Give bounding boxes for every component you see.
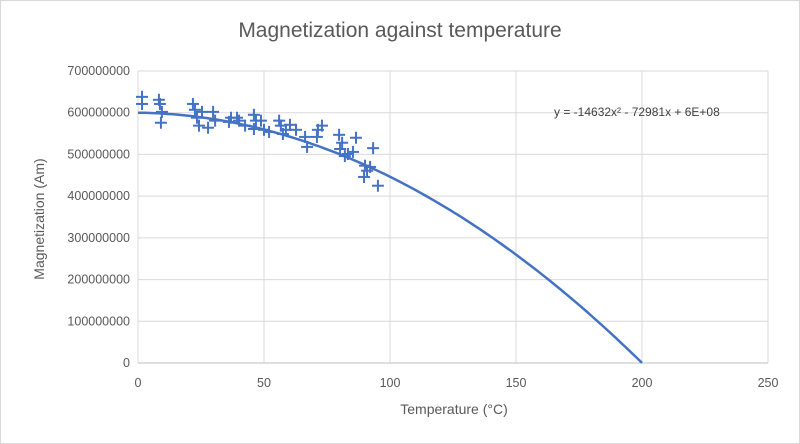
x-tick-label: 100 (380, 376, 401, 390)
data-point (258, 123, 270, 136)
axes (137, 71, 768, 364)
data-point (190, 111, 203, 124)
data-point (207, 105, 220, 118)
trendline-curve (137, 111, 643, 364)
data-point (209, 114, 222, 127)
data-point (283, 118, 296, 131)
data-point (186, 97, 199, 110)
y-tick-label: 300000000 (67, 231, 130, 245)
y-tick-label: 700000000 (67, 64, 130, 78)
data-point (155, 105, 168, 118)
x-tick-label: 150 (506, 376, 527, 390)
data-point (371, 179, 384, 192)
data-point (154, 116, 167, 129)
y-tick-labels: 0 100000000 200000000 300000000 400000000 500… (67, 64, 130, 370)
data-point (336, 136, 349, 149)
x-tick-label: 50 (257, 376, 271, 390)
data-point (299, 130, 312, 143)
trendline (137, 111, 643, 364)
x-tick-labels: 0 50 100 150 200 250 (135, 376, 779, 390)
data-point (136, 97, 149, 110)
data-point (263, 125, 276, 138)
data-points (136, 90, 384, 192)
data-point (290, 123, 303, 136)
x-tick-label: 250 (758, 376, 779, 390)
y-tick-label: 0 (123, 356, 130, 370)
data-point (346, 145, 359, 158)
x-tick-label: 200 (632, 376, 653, 390)
data-point (367, 142, 380, 155)
chart-title: Magnetization against temperature (238, 19, 562, 42)
data-point (254, 114, 267, 127)
trendline-equation: y = -14632x² - 72981x + 6E+08 (554, 105, 720, 119)
data-point (192, 119, 205, 132)
data-point (222, 115, 235, 128)
data-point (247, 122, 260, 135)
y-tick-label: 600000000 (67, 106, 130, 120)
data-point (333, 128, 346, 141)
data-point (196, 105, 209, 118)
data-point (233, 114, 246, 127)
data-point (202, 121, 215, 134)
data-point (231, 111, 244, 124)
y-tick-label: 500000000 (67, 147, 130, 161)
data-point (334, 143, 347, 156)
data-point (310, 130, 323, 143)
data-point (364, 160, 377, 173)
y-tick-label: 200000000 (67, 273, 130, 287)
data-point (359, 159, 372, 172)
data-point (247, 108, 260, 121)
y-tick-label: 400000000 (67, 189, 130, 203)
data-point (188, 103, 201, 116)
data-point (349, 131, 362, 144)
y-tick-label: 100000000 (67, 314, 130, 328)
data-point (301, 140, 314, 153)
data-point (153, 97, 166, 110)
data-point (273, 114, 286, 127)
gridlines (138, 70, 769, 363)
data-point (239, 119, 252, 132)
x-axis-title: Temperature (°C) (400, 401, 508, 417)
data-point (341, 148, 354, 161)
data-point (315, 119, 328, 132)
x-tick-label: 0 (135, 376, 142, 390)
data-point (358, 170, 371, 183)
